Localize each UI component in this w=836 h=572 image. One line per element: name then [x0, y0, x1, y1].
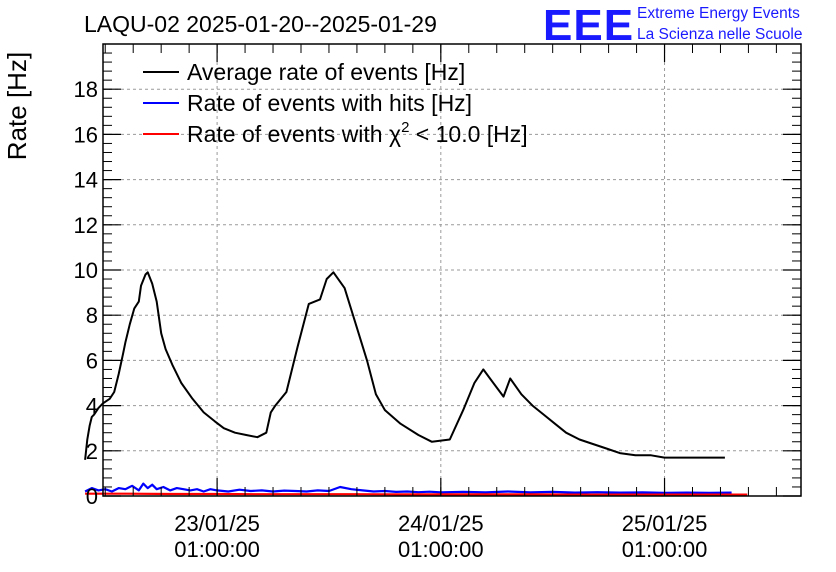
legend-label-hits: Rate of events with hits [Hz] [187, 90, 472, 116]
series-average-rate-line [84, 271, 725, 460]
series-hits-rate-line [84, 482, 732, 494]
y-tick-label: 10 [74, 258, 98, 283]
y-tick-label: 4 [86, 394, 98, 419]
legend: Average rate of events [Hz] Rate of even… [143, 59, 528, 147]
y-tick-label: 0 [86, 484, 98, 509]
legend-label-chi2: Rate of events with χ2 < 10.0 [Hz] [187, 119, 528, 147]
legend-label-chi2-main: Rate of events with χ [187, 121, 401, 147]
series-chi2-rate-line [85, 492, 748, 496]
y-axis-label: Rate [Hz] [2, 52, 32, 160]
y-tick-label: 16 [74, 122, 98, 147]
chart-title: LAQU-02 2025-01-20--2025-01-29 [84, 11, 437, 37]
x-tick-date: 25/01/25 [622, 511, 708, 536]
y-tick-label: 6 [86, 348, 98, 373]
legend-label-chi2-tail: < 10.0 [Hz] [409, 121, 527, 147]
y-tick-label: 8 [86, 303, 98, 328]
logo-line-2: La Scienza nelle Scuole [637, 26, 802, 43]
x-tick-time: 01:00:00 [398, 537, 484, 562]
plot-frame [102, 43, 802, 497]
axes: 02468101214161823/01/2501:00:0024/01/250… [74, 43, 801, 562]
x-tick-date: 23/01/25 [174, 511, 260, 536]
y-tick-label: 14 [74, 168, 98, 193]
y-tick-label: 2 [86, 439, 98, 464]
legend-label-average: Average rate of events [Hz] [187, 59, 465, 85]
x-tick-time: 01:00:00 [622, 537, 708, 562]
legend-label-chi2-sup: 2 [401, 119, 409, 136]
logo-line-1: Extreme Energy Events [637, 5, 800, 22]
eee-logo: EEE Extreme Energy Events La Scienza nel… [543, 1, 802, 50]
x-tick-date: 24/01/25 [398, 511, 484, 536]
series-group [84, 271, 748, 496]
x-tick-time: 01:00:00 [174, 537, 260, 562]
logo-mark: EEE [543, 1, 634, 50]
grid [103, 44, 801, 496]
y-tick-label: 12 [74, 213, 98, 238]
y-tick-label: 18 [74, 77, 98, 102]
